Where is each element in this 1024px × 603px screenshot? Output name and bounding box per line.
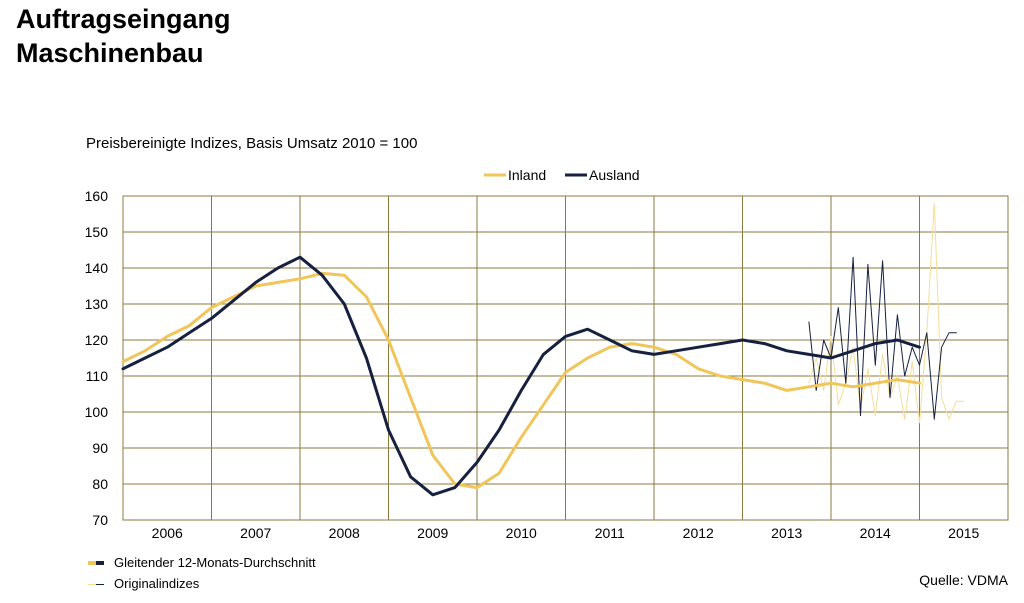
series-line-ausland bbox=[121, 255, 921, 497]
x-tick-label-2012: 2012 bbox=[683, 525, 714, 541]
x-tick-label-2013: 2013 bbox=[771, 525, 802, 541]
y-tick-label-150: 150 bbox=[85, 224, 109, 240]
y-tick-label-90: 90 bbox=[92, 440, 108, 456]
source-note: Quelle: VDMA bbox=[919, 572, 1008, 588]
series-line-inland bbox=[121, 271, 921, 490]
chart-subtitle: Preisbereinigte Indizes, Basis Umsatz 20… bbox=[86, 135, 418, 152]
y-tick-label-80: 80 bbox=[92, 476, 108, 492]
legend-label-ausland: Ausland bbox=[589, 167, 640, 183]
y-tick-label-160: 160 bbox=[85, 188, 109, 204]
legend-original-label: Originalindizes bbox=[114, 576, 200, 591]
x-tick-label-2009: 2009 bbox=[417, 525, 448, 541]
series-line-ausland-originalindizes bbox=[808, 256, 957, 420]
series-line-inland-originalindizes bbox=[808, 202, 965, 424]
y-tick-label-130: 130 bbox=[85, 296, 109, 312]
original-swatch bbox=[88, 579, 104, 589]
bottom-legend: Gleitender 12-Monats-Durchschnitt Origin… bbox=[88, 552, 316, 594]
y-tick-label-70: 70 bbox=[92, 512, 108, 528]
legend-smoothed-label: Gleitender 12-Monats-Durchschnitt bbox=[114, 555, 316, 570]
x-tick-label-2007: 2007 bbox=[240, 525, 271, 541]
y-tick-label-100: 100 bbox=[85, 404, 109, 420]
x-tick-label-2010: 2010 bbox=[506, 525, 537, 541]
y-tick-label-110: 110 bbox=[86, 368, 109, 384]
legend-original: Originalindizes bbox=[88, 573, 316, 594]
legend-smoothed: Gleitender 12-Monats-Durchschnitt bbox=[88, 552, 316, 573]
chart-title: Auftragseingang Maschinenbau bbox=[16, 2, 231, 70]
x-tick-label-2015: 2015 bbox=[948, 525, 979, 541]
title-line-2: Maschinenbau bbox=[16, 38, 204, 68]
line-chart: 70 80 90 100 110 120 130 140 150 160 2006 2007 2008 2… bbox=[85, 167, 1009, 541]
legend-label-inland: Inland bbox=[508, 167, 546, 183]
x-tick-label-2006: 2006 bbox=[152, 525, 183, 541]
x-tick-label-2014: 2014 bbox=[860, 525, 891, 541]
smoothed-swatch bbox=[88, 558, 104, 568]
y-tick-label-120: 120 bbox=[85, 332, 109, 348]
y-tick-label-140: 140 bbox=[85, 260, 109, 276]
x-tick-label-2008: 2008 bbox=[329, 525, 360, 541]
title-line-1: Auftragseingang bbox=[16, 4, 231, 34]
x-tick-label-2011: 2011 bbox=[595, 525, 625, 541]
